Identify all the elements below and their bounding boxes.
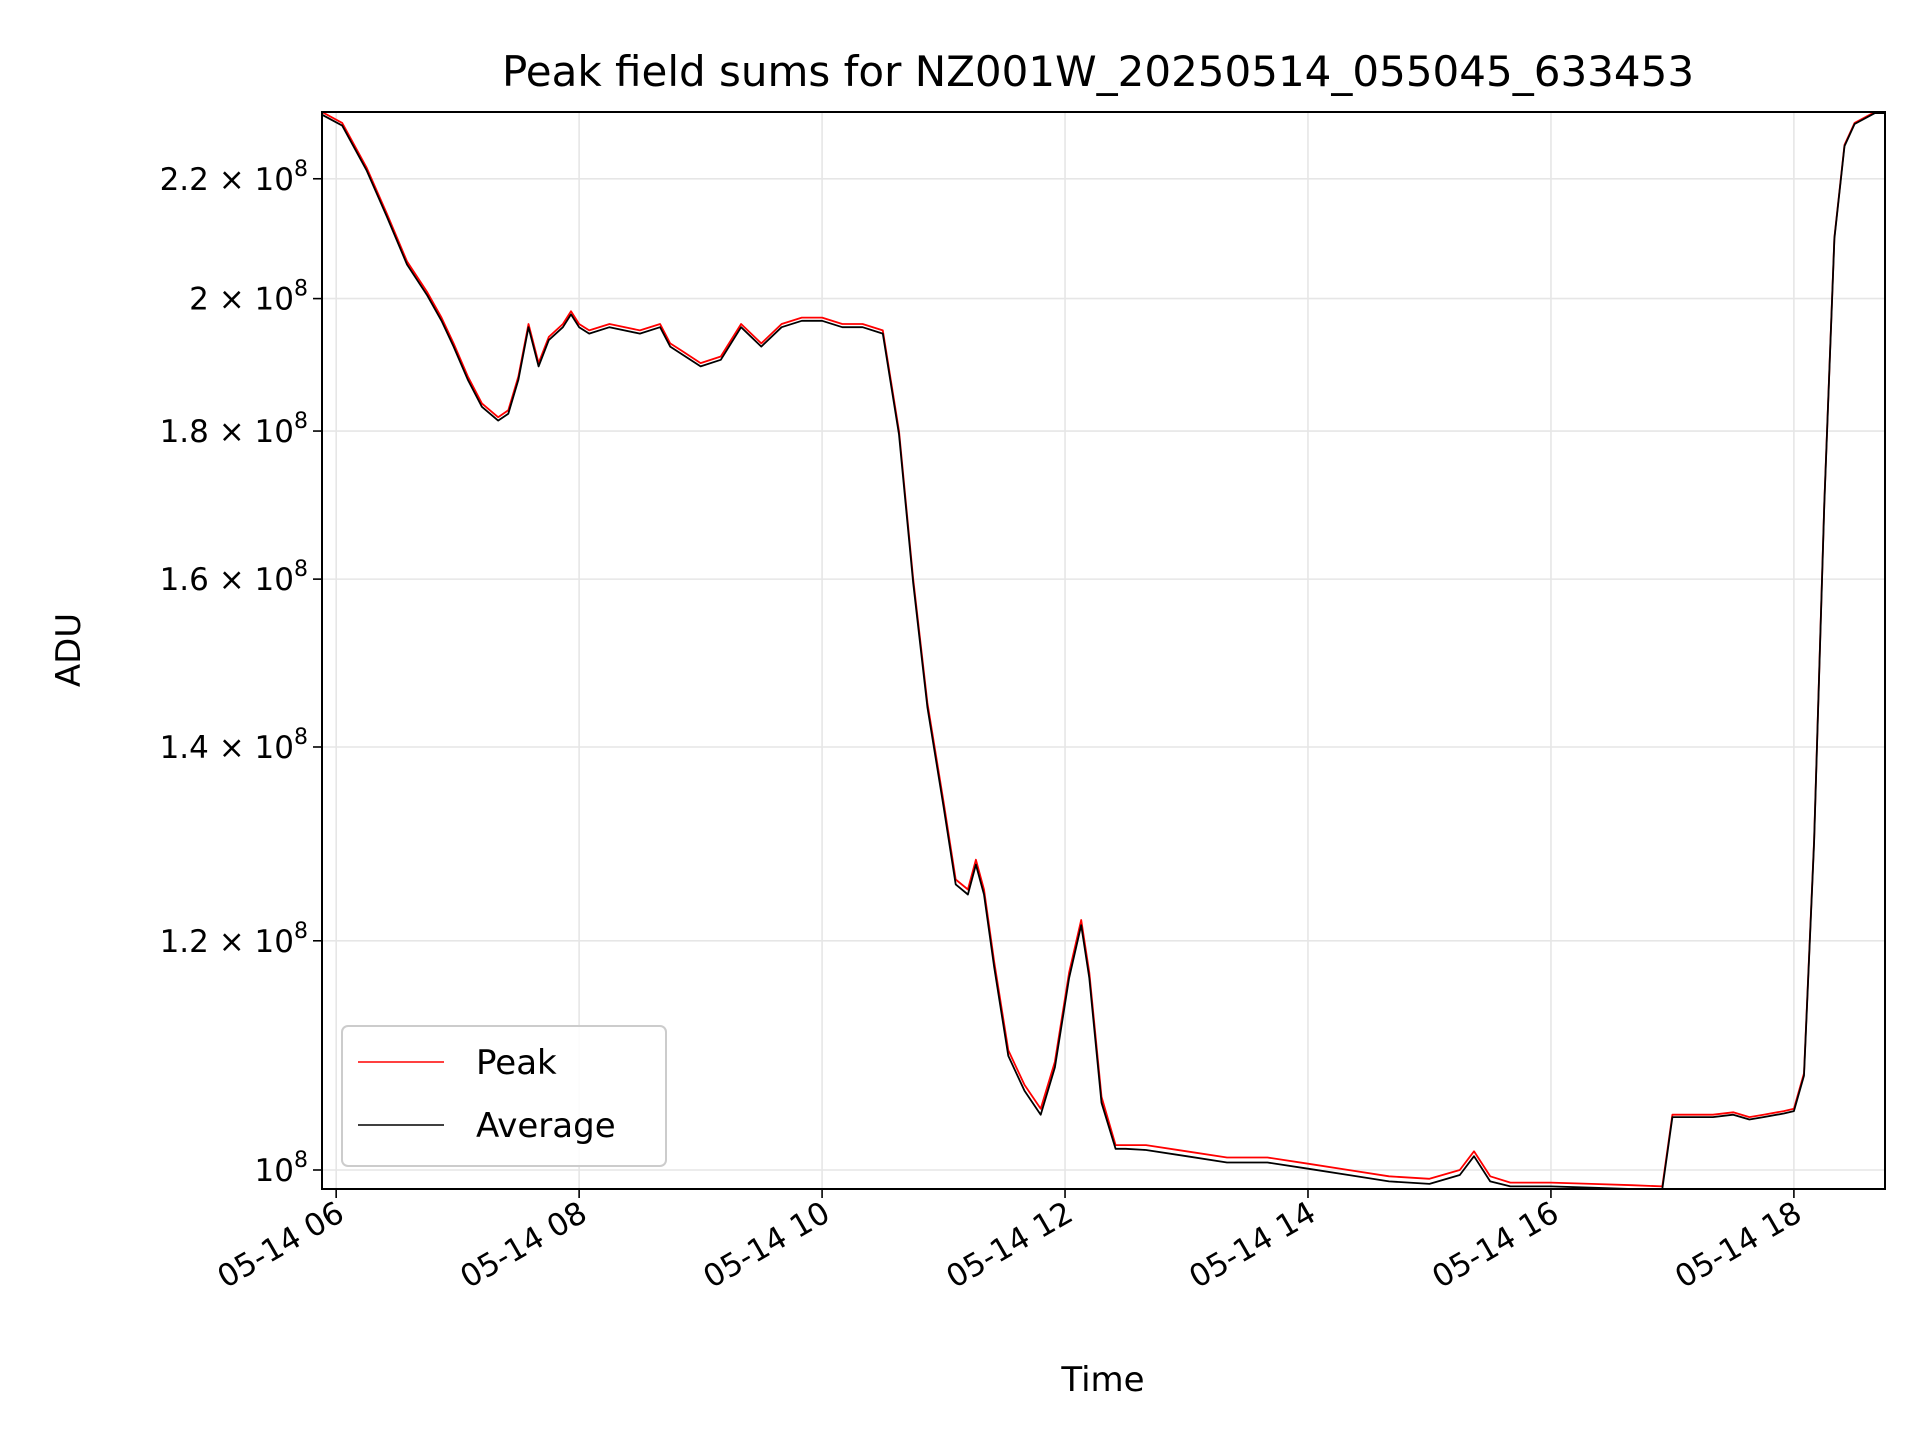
y-tick-label: 2.2 × 108 (160, 157, 308, 198)
chart-title: Peak field sums for NZ001W_20250514_0550… (502, 47, 1694, 96)
y-tick-label: 1.4 × 108 (160, 725, 308, 766)
y-tick-label: 1.6 × 108 (160, 557, 308, 598)
y-axis-ticks: 108 1.2 × 108 1.4 × 108 1.6 × 108 1.8 × 108 2… (160, 157, 322, 1189)
x-gridlines (335, 112, 1795, 1189)
legend-box (341, 1025, 667, 1167)
y-tick-label: 2 × 108 (189, 277, 308, 318)
x-tick-label: 05-14 06 (211, 1195, 350, 1296)
y-axis-label: ADU (49, 613, 89, 687)
y-gridlines (322, 177, 1885, 1171)
legend-label-peak: Peak (476, 1043, 557, 1083)
series-layer (322, 112, 1885, 1189)
x-tick-label: 05-14 08 (454, 1195, 593, 1296)
plot-frame (321, 111, 1886, 1190)
legend: Peak Average (341, 1025, 667, 1167)
legend-label-average: Average (476, 1106, 616, 1146)
x-tick-label: 05-14 14 (1183, 1195, 1322, 1296)
x-tick-label: 05-14 10 (697, 1195, 836, 1296)
x-tick-label: 05-14 16 (1426, 1195, 1565, 1296)
series-line-average (322, 112, 1885, 1189)
x-tick-label: 05-14 12 (940, 1195, 1079, 1296)
x-tick-label: 05-14 18 (1669, 1195, 1808, 1296)
x-axis-ticks: 05-14 06 05-14 08 05-14 10 05-14 12 05-14 14… (211, 1189, 1808, 1296)
y-tick-label: 1.2 × 108 (160, 919, 308, 960)
y-tick-label: 1.8 × 108 (160, 409, 308, 450)
y-tick-label: 108 (255, 1148, 308, 1189)
x-axis-label: Time (1060, 1360, 1144, 1400)
